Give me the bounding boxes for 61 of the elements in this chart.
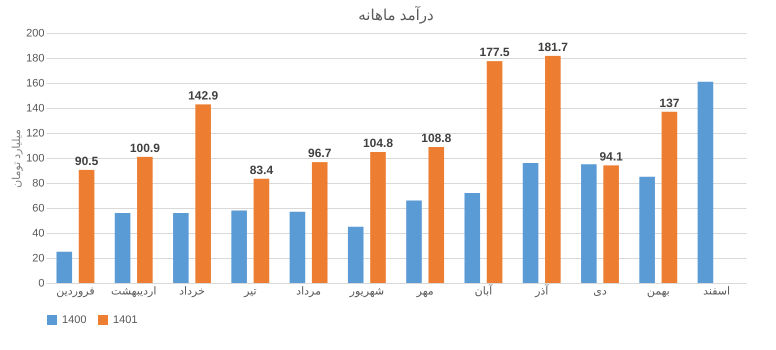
y-tick-label: 60 (32, 202, 44, 214)
data-label: 90.5 (74, 154, 99, 168)
bar (545, 56, 561, 283)
x-tick-label: تیر (243, 286, 257, 298)
bar (464, 193, 480, 283)
bar (173, 213, 189, 283)
x-tick-label: فروردین (56, 286, 95, 298)
x-tick-label: خرداد (179, 286, 205, 298)
data-label: 142.9 (188, 88, 218, 102)
bar (290, 212, 306, 283)
bar (231, 210, 247, 283)
y-axis-title: میلیارد تومان (11, 128, 24, 188)
bar (348, 226, 364, 283)
data-label: 108.8 (421, 131, 452, 145)
data-label: 177.5 (480, 45, 510, 60)
bar (603, 165, 619, 283)
data-label: 100.9 (130, 140, 160, 155)
data-label: 83.4 (250, 162, 274, 177)
bar (428, 147, 444, 283)
y-tick-label: 120 (26, 128, 44, 140)
data-label: 137 (659, 96, 680, 110)
x-tick-label: بهمن (646, 286, 670, 298)
y-tick-label: 100 (26, 152, 44, 164)
chart-title: درآمد ماهانه (358, 5, 434, 24)
x-tick-label: اسفند (703, 286, 730, 298)
x-tick-label: آبان (474, 284, 494, 298)
x-tick-label: مرداد (296, 286, 322, 298)
x-tick-label: دی (593, 286, 607, 298)
y-tick-label: 180 (26, 52, 44, 64)
bar (370, 152, 386, 283)
bar (698, 82, 714, 283)
data-label: 94.1 (599, 149, 624, 164)
legend-label: 1401 (113, 314, 138, 326)
y-tick-label: 160 (26, 78, 44, 90)
data-label: 181.7 (538, 40, 568, 54)
bar (254, 178, 270, 283)
x-tick-label: شهریور (348, 286, 384, 298)
bar (137, 156, 153, 283)
bar (312, 162, 328, 283)
bar (195, 104, 211, 283)
bar (406, 200, 422, 283)
y-tick-label: 20 (32, 252, 44, 264)
bar (56, 252, 72, 283)
data-label: 96.7 (308, 146, 332, 160)
y-tick-label: 80 (32, 178, 44, 190)
x-tick-label: آذر (534, 284, 550, 298)
x-tick-label: مهر (416, 286, 434, 298)
bar (78, 170, 94, 283)
bar (114, 213, 130, 283)
y-tick-label: 200 (26, 28, 44, 40)
x-tick-label: اردیبهشت (111, 286, 156, 298)
legend-label: 1400 (62, 314, 86, 326)
data-label: 104.8 (362, 136, 394, 150)
y-tick-label: 0 (38, 278, 44, 290)
bar (486, 61, 502, 283)
y-tick-label: 40 (32, 228, 44, 240)
bar (662, 112, 678, 283)
bar (639, 176, 655, 283)
bar (581, 164, 597, 283)
bar (522, 163, 538, 283)
y-tick-label: 140 (26, 102, 44, 114)
